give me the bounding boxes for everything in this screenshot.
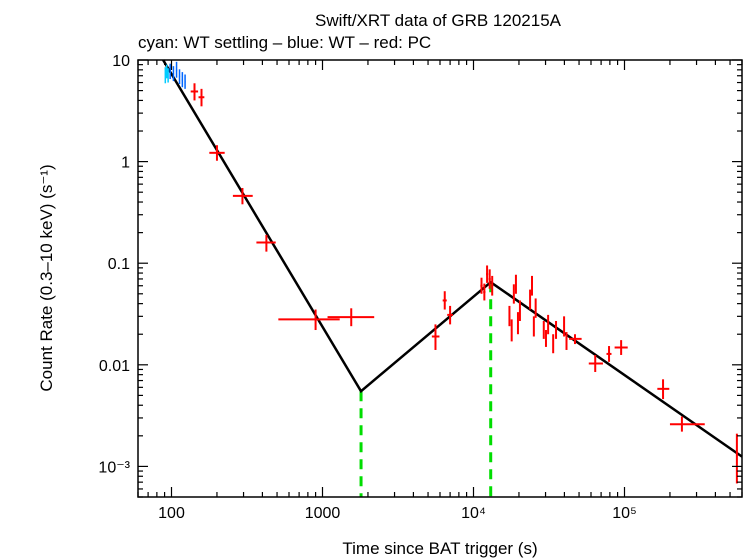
- chart-subtitle: cyan: WT settling – blue: WT – red: PC: [138, 33, 431, 52]
- y-tick-label: 0.01: [99, 358, 130, 375]
- data-point: [232, 187, 253, 205]
- series-pc: [190, 83, 738, 484]
- model-fit-line: [162, 59, 743, 458]
- y-tick-label: 10⁻³: [98, 459, 130, 476]
- data-point: [483, 283, 486, 301]
- x-axis-label: Time since BAT trigger (s): [342, 539, 537, 558]
- data-point: [256, 234, 276, 252]
- data-point: [516, 312, 519, 335]
- data-point: [542, 320, 545, 339]
- axis-ticks: [137, 59, 743, 498]
- data-point: [278, 309, 340, 331]
- data-point: [547, 314, 550, 335]
- x-tick-label: 1000: [305, 505, 341, 522]
- break-lines: [359, 282, 493, 497]
- data-point: [512, 284, 515, 304]
- data-point: [190, 83, 199, 101]
- data-point: [508, 305, 511, 327]
- data-point: [184, 74, 186, 89]
- data-point: [480, 277, 483, 294]
- data-point: [169, 63, 171, 80]
- data-point: [606, 346, 612, 362]
- data-point: [555, 320, 558, 339]
- plot-frame: [137, 59, 743, 498]
- data-point: [442, 291, 447, 310]
- data-point: [514, 274, 517, 294]
- data-point: [552, 334, 555, 354]
- y-tick-labels: 10 1 0.1 0.01 10⁻³: [98, 53, 130, 476]
- x-tick-labels: 100 1000 10⁴ 10⁵: [158, 505, 637, 522]
- data-point: [431, 324, 440, 350]
- x-tick-label: 100: [158, 505, 185, 522]
- data-point: [532, 316, 535, 337]
- data-point: [178, 69, 181, 85]
- series-wt-settling: [164, 64, 169, 84]
- y-tick-label: 1: [121, 155, 130, 172]
- data-point: [614, 340, 628, 355]
- data-point: [518, 300, 521, 321]
- data-point: [510, 319, 513, 342]
- x-tick-label: 10⁵: [612, 505, 636, 522]
- data-point: [167, 68, 169, 83]
- data-point: [327, 308, 375, 327]
- y-tick-label: 10: [112, 53, 130, 70]
- plot-area: [162, 59, 743, 497]
- data-point: [569, 334, 582, 345]
- data-point: [565, 332, 568, 350]
- data-point: [529, 289, 532, 310]
- data-point: [172, 66, 175, 82]
- data-point: [165, 64, 168, 79]
- data-point: [530, 275, 533, 296]
- chart-title: Swift/XRT data of GRB 120215A: [315, 11, 562, 30]
- data-point: [563, 316, 566, 337]
- data-point: [488, 269, 491, 289]
- x-tick-label: 10⁴: [461, 505, 486, 522]
- data-point: [544, 330, 547, 347]
- series-wt: [169, 61, 186, 89]
- data-point: [669, 416, 705, 432]
- data-point: [181, 72, 184, 88]
- y-axis-label: Count Rate (0.3–10 keV) (s⁻¹): [37, 164, 56, 391]
- y-tick-label: 0.1: [108, 256, 130, 273]
- data-point: [657, 379, 670, 400]
- data-point: [447, 305, 453, 325]
- data-series: [164, 61, 738, 484]
- data-point: [164, 67, 167, 84]
- data-point: [198, 88, 205, 107]
- data-point: [735, 433, 738, 484]
- data-point: [534, 298, 537, 318]
- data-point: [588, 354, 603, 372]
- data-point: [491, 275, 494, 296]
- data-point: [485, 265, 489, 283]
- data-point: [175, 61, 178, 78]
- data-point: [209, 145, 225, 161]
